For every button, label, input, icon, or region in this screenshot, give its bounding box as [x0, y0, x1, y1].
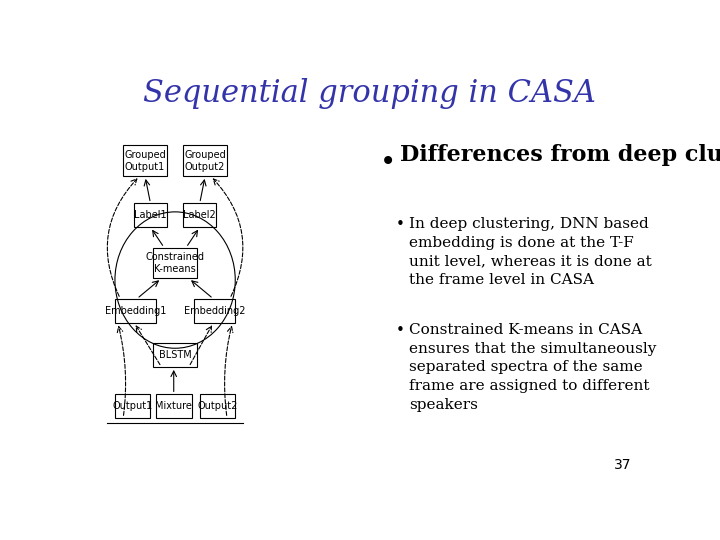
Text: Output2: Output2 [197, 401, 238, 411]
FancyBboxPatch shape [156, 394, 192, 418]
FancyBboxPatch shape [115, 299, 156, 323]
Text: Label2: Label2 [184, 210, 216, 220]
FancyBboxPatch shape [134, 204, 167, 227]
FancyBboxPatch shape [184, 145, 227, 176]
Text: Sequential grouping in CASA: Sequential grouping in CASA [143, 78, 595, 110]
FancyBboxPatch shape [184, 204, 216, 227]
Text: Label1: Label1 [134, 210, 167, 220]
FancyBboxPatch shape [153, 248, 197, 278]
Text: Constrained
K-means: Constrained K-means [145, 252, 204, 274]
FancyBboxPatch shape [115, 394, 150, 418]
Text: Mixture: Mixture [156, 401, 192, 411]
Text: •: • [380, 148, 397, 176]
FancyBboxPatch shape [123, 145, 167, 176]
Text: Differences from deep clustering: Differences from deep clustering [400, 144, 720, 166]
Text: •: • [396, 322, 405, 338]
FancyBboxPatch shape [194, 299, 235, 323]
Text: •: • [396, 217, 405, 232]
Text: Embedding1: Embedding1 [105, 306, 166, 316]
FancyBboxPatch shape [153, 343, 197, 367]
Text: Output1: Output1 [112, 401, 153, 411]
Text: Embedding2: Embedding2 [184, 306, 246, 316]
FancyBboxPatch shape [199, 394, 235, 418]
Text: Grouped
Output1: Grouped Output1 [124, 150, 166, 172]
Text: Grouped
Output2: Grouped Output2 [184, 150, 226, 172]
Text: 37: 37 [613, 458, 631, 472]
Text: BLSTM: BLSTM [158, 350, 192, 360]
Text: In deep clustering, DNN based
embedding is done at the T-F
unit level, whereas i: In deep clustering, DNN based embedding … [409, 217, 652, 287]
Text: Constrained K-means in CASA
ensures that the simultaneously
separated spectra of: Constrained K-means in CASA ensures that… [409, 322, 657, 413]
